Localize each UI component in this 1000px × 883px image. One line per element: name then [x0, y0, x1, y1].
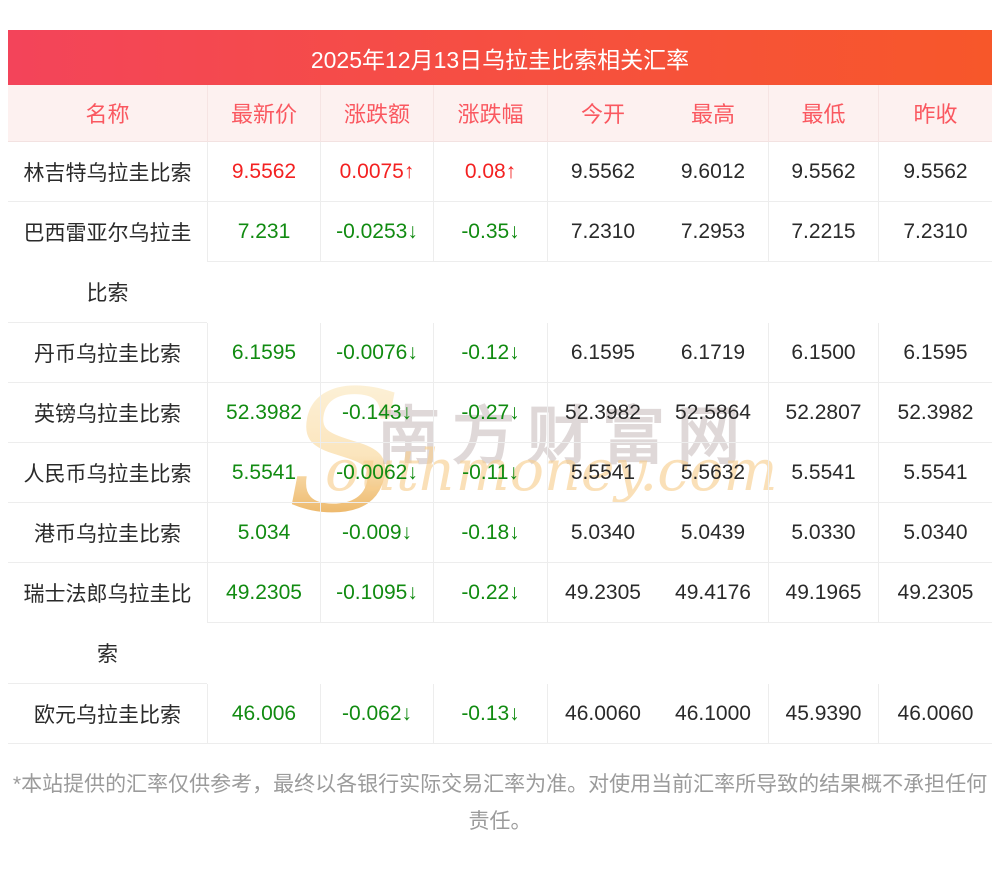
prev-close-cell: 52.3982 — [878, 383, 992, 443]
column-header-low: 最低 — [768, 85, 878, 142]
table-row: 港币乌拉圭比索 5.034 -0.009↓ -0.18↓ 5.0340 5.0439 5.0… — [8, 503, 992, 563]
latest-price-cell: 7.231 — [207, 202, 320, 262]
prev-close-cell: 49.2305 — [878, 563, 992, 623]
change-amount-cell: 0.0075↑ — [320, 142, 433, 202]
latest-price-cell: 6.1595 — [207, 323, 320, 383]
low-price-cell: 49.1965 — [768, 563, 878, 623]
table-row: 英镑乌拉圭比索 52.3982 -0.143↓ -0.27↓ 52.3982 52.586… — [8, 383, 992, 443]
table-row: 巴西雷亚尔乌拉圭 比索 7.231 -0.0253↓ -0.35↓ 7.2310 7.295… — [8, 202, 992, 323]
change-percent-cell: -0.35↓ — [433, 202, 547, 262]
column-header-open: 今开 — [547, 85, 658, 142]
table-row: 丹币乌拉圭比索 6.1595 -0.0076↓ -0.12↓ 6.1595 6.1719 6… — [8, 323, 992, 383]
prev-close-cell: 5.0340 — [878, 503, 992, 563]
change-amount-cell: -0.009↓ — [320, 503, 433, 563]
latest-price-cell: 5.034 — [207, 503, 320, 563]
currency-name-line: 索 — [97, 643, 118, 666]
page-title: 2025年12月13日乌拉圭比索相关汇率 — [310, 46, 690, 73]
high-price-cell: 7.2953 — [658, 202, 768, 262]
change-amount-cell: -0.0253↓ — [320, 202, 433, 262]
latest-price-cell: 49.2305 — [207, 563, 320, 623]
change-percent-cell: -0.18↓ — [433, 503, 547, 563]
open-price-cell: 6.1595 — [547, 323, 658, 383]
change-amount-cell: -0.062↓ — [320, 684, 433, 744]
high-price-cell: 49.4176 — [658, 563, 768, 623]
open-price-cell: 46.0060 — [547, 684, 658, 744]
open-price-cell: 49.2305 — [547, 563, 658, 623]
open-price-cell: 7.2310 — [547, 202, 658, 262]
table-row: 人民币乌拉圭比索 5.5541 -0.0062↓ -0.11↓ 5.5541 5.5632… — [8, 443, 992, 503]
prev-close-cell: 7.2310 — [878, 202, 992, 262]
change-percent-cell: -0.11↓ — [433, 443, 547, 503]
open-price-cell: 5.0340 — [547, 503, 658, 563]
high-price-cell: 6.1719 — [658, 323, 768, 383]
low-price-cell: 6.1500 — [768, 323, 878, 383]
exchange-rate-page: 2025年12月13日乌拉圭比索相关汇率 名称 最新价 涨跌额 涨跌幅 今开 最… — [8, 30, 992, 840]
high-price-cell: 52.5864 — [658, 383, 768, 443]
table-row: 欧元乌拉圭比索 46.006 -0.062↓ -0.13↓ 46.0060 46.1000… — [8, 684, 992, 744]
currency-name-line: 英镑乌拉圭比索 — [34, 402, 181, 426]
currency-name-line: 港币乌拉圭比索 — [34, 522, 181, 546]
change-percent-cell: -0.13↓ — [433, 684, 547, 744]
prev-close-cell: 6.1595 — [878, 323, 992, 383]
column-header-latest: 最新价 — [207, 85, 320, 142]
currency-name-cell: 巴西雷亚尔乌拉圭 比索 — [8, 202, 207, 323]
currency-name-line: 丹币乌拉圭比索 — [34, 342, 181, 366]
currency-name-cell: 丹币乌拉圭比索 — [8, 323, 207, 383]
prev-close-cell: 9.5562 — [878, 142, 992, 202]
currency-name-line: 欧元乌拉圭比索 — [34, 703, 181, 727]
change-percent-cell: 0.08↑ — [433, 142, 547, 202]
change-amount-cell: -0.0062↓ — [320, 443, 433, 503]
open-price-cell: 52.3982 — [547, 383, 658, 443]
prev-close-cell: 46.0060 — [878, 684, 992, 744]
open-price-cell: 9.5562 — [547, 142, 658, 202]
column-header-prev-close: 昨收 — [878, 85, 992, 142]
high-price-cell: 5.5632 — [658, 443, 768, 503]
prev-close-cell: 5.5541 — [878, 443, 992, 503]
latest-price-cell: 5.5541 — [207, 443, 320, 503]
high-price-cell: 46.1000 — [658, 684, 768, 744]
low-price-cell: 5.0330 — [768, 503, 878, 563]
change-percent-cell: -0.12↓ — [433, 323, 547, 383]
rate-table-body: 林吉特乌拉圭比索 9.5562 0.0075↑ 0.08↑ 9.5562 9.6012 9.… — [8, 142, 992, 744]
high-price-cell: 5.0439 — [658, 503, 768, 563]
currency-name-line: 林吉特乌拉圭比索 — [23, 161, 192, 185]
currency-name-cell: 英镑乌拉圭比索 — [8, 383, 207, 443]
currency-name-cell: 人民币乌拉圭比索 — [8, 443, 207, 503]
currency-name-line: 人民币乌拉圭比索 — [23, 462, 192, 486]
currency-name-line: 比索 — [86, 282, 129, 305]
latest-price-cell: 52.3982 — [207, 383, 320, 443]
currency-name-cell: 瑞士法郎乌拉圭比索 — [8, 563, 207, 684]
change-amount-cell: -0.143↓ — [320, 383, 433, 443]
disclaimer-note: *本站提供的汇率仅供参考，最终以各银行实际交易汇率为准。对使用当前汇率所导致的结… — [12, 773, 988, 833]
high-price-cell: 9.6012 — [658, 142, 768, 202]
low-price-cell: 7.2215 — [768, 202, 878, 262]
change-percent-cell: -0.27↓ — [433, 383, 547, 443]
low-price-cell: 9.5562 — [768, 142, 878, 202]
low-price-cell: 52.2807 — [768, 383, 878, 443]
currency-name-cell: 欧元乌拉圭比索 — [8, 684, 207, 744]
currency-name-cell: 港币乌拉圭比索 — [8, 503, 207, 563]
column-header-change: 涨跌额 — [320, 85, 433, 142]
latest-price-cell: 9.5562 — [207, 142, 320, 202]
low-price-cell: 5.5541 — [768, 443, 878, 503]
column-header-name: 名称 — [8, 85, 207, 142]
change-percent-cell: -0.22↓ — [433, 563, 547, 623]
table-header-row: 名称 最新价 涨跌额 涨跌幅 今开 最高 最低 昨收 — [8, 85, 992, 142]
currency-name-line: 瑞士法郎乌拉圭比 — [23, 583, 192, 606]
table-title-bar: 2025年12月13日乌拉圭比索相关汇率 — [8, 30, 992, 85]
column-header-change-pct: 涨跌幅 — [433, 85, 547, 142]
table-row: 瑞士法郎乌拉圭比索 49.2305 -0.1095↓ -0.22↓ 49.2305 49.… — [8, 563, 992, 684]
currency-name-line: 巴西雷亚尔乌拉圭 — [23, 222, 192, 245]
change-amount-cell: -0.0076↓ — [320, 323, 433, 383]
open-price-cell: 5.5541 — [547, 443, 658, 503]
low-price-cell: 45.9390 — [768, 684, 878, 744]
change-amount-cell: -0.1095↓ — [320, 563, 433, 623]
latest-price-cell: 46.006 — [207, 684, 320, 744]
column-header-high: 最高 — [658, 85, 768, 142]
currency-name-cell: 林吉特乌拉圭比索 — [8, 142, 207, 202]
table-row: 林吉特乌拉圭比索 9.5562 0.0075↑ 0.08↑ 9.5562 9.6012 9.… — [8, 142, 992, 202]
